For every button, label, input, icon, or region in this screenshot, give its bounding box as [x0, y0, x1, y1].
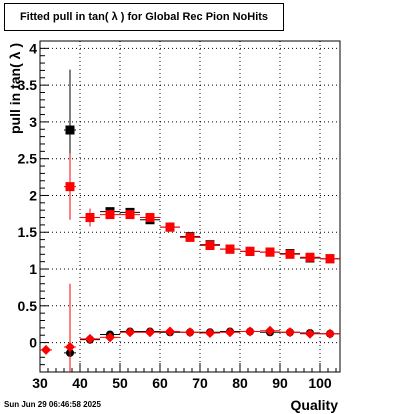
x-tick-label: 100	[308, 375, 332, 391]
x-tick-label: 40	[72, 375, 88, 391]
grid	[40, 41, 340, 372]
y-tick-label: 3.5	[18, 77, 38, 93]
data-point-square	[285, 249, 295, 259]
data-point-square	[65, 125, 75, 135]
data-point-square	[125, 210, 135, 220]
data-point-diamond	[41, 344, 51, 355]
x-tick-label: 80	[232, 375, 248, 391]
data-point-square	[145, 213, 155, 223]
data-point-square	[225, 244, 235, 254]
data-point-diamond	[165, 326, 175, 337]
x-tick-label: 90	[272, 375, 288, 391]
y-axis-label: pull in tan( λ )	[7, 43, 23, 134]
data-point-square	[185, 232, 195, 242]
y-tick-label: 1.5	[18, 224, 38, 240]
y-tick-label: 2.5	[18, 151, 38, 167]
data-point-square	[85, 213, 95, 223]
y-tick-label: 3	[29, 114, 37, 130]
data-point-square	[65, 182, 75, 192]
y-tick-label: 0	[29, 335, 37, 351]
data-point-diamond	[245, 326, 255, 337]
axis-ticks: 30 40 50 60 70 80 90 100 0 0.5 1 1.5 2 2.5 3 3.5 4	[18, 40, 337, 391]
data-point-diamond	[65, 341, 75, 352]
data-point-diamond	[305, 328, 315, 339]
x-tick-label: 60	[152, 375, 168, 391]
data-point-square	[165, 222, 175, 232]
x-tick-label: 30	[32, 375, 48, 391]
data-point-square	[325, 254, 335, 264]
y-tick-label: 4	[29, 40, 37, 56]
data-point-diamond	[125, 327, 135, 338]
data-point-diamond	[205, 328, 215, 339]
x-tick-label: 70	[192, 375, 208, 391]
chart-title: Fitted pull in tan( λ ) for Global Rec P…	[19, 11, 269, 23]
y-tick-label: 2	[29, 187, 37, 203]
plot-frame	[39, 40, 341, 373]
data-points	[40, 69, 340, 372]
data-point-square	[205, 240, 215, 250]
data-point-diamond	[265, 325, 275, 336]
data-point-diamond	[225, 327, 235, 338]
x-tick-label: 50	[112, 375, 128, 391]
y-tick-label: 0.5	[18, 298, 38, 314]
data-point-diamond	[285, 327, 295, 338]
data-point-square	[105, 210, 115, 220]
x-axis-label: Quality	[291, 397, 339, 413]
timestamp-footer: Sun Jun 29 06:46:58 2025	[4, 400, 101, 409]
data-point-diamond	[185, 327, 195, 338]
data-point-square	[265, 247, 275, 257]
data-point-diamond	[325, 328, 335, 339]
chart-title-box: Fitted pull in tan( λ ) for Global Rec P…	[4, 3, 284, 31]
data-point-diamond	[145, 327, 155, 338]
y-tick-label: 1	[29, 261, 37, 277]
data-point-square	[245, 246, 255, 256]
data-point-diamond	[85, 333, 95, 344]
data-point-square	[305, 252, 315, 262]
data-point-diamond	[105, 332, 115, 343]
